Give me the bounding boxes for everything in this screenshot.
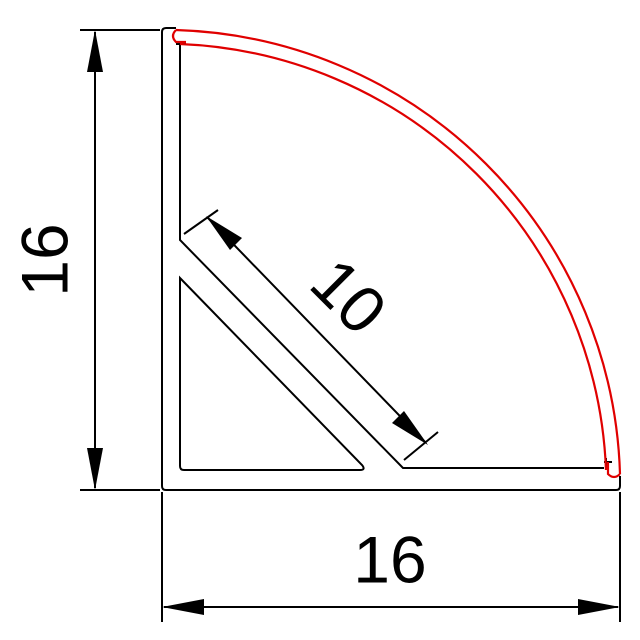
profile	[161, 27, 621, 491]
width-dimension: 16	[161, 492, 621, 622]
diagonal-label: 10	[297, 244, 401, 348]
diagonal-dimension: 10	[183, 209, 439, 461]
width-label: 16	[353, 522, 426, 596]
cover	[171, 28, 622, 479]
height-dimension: 16	[7, 29, 160, 491]
height-label: 16	[7, 223, 81, 296]
